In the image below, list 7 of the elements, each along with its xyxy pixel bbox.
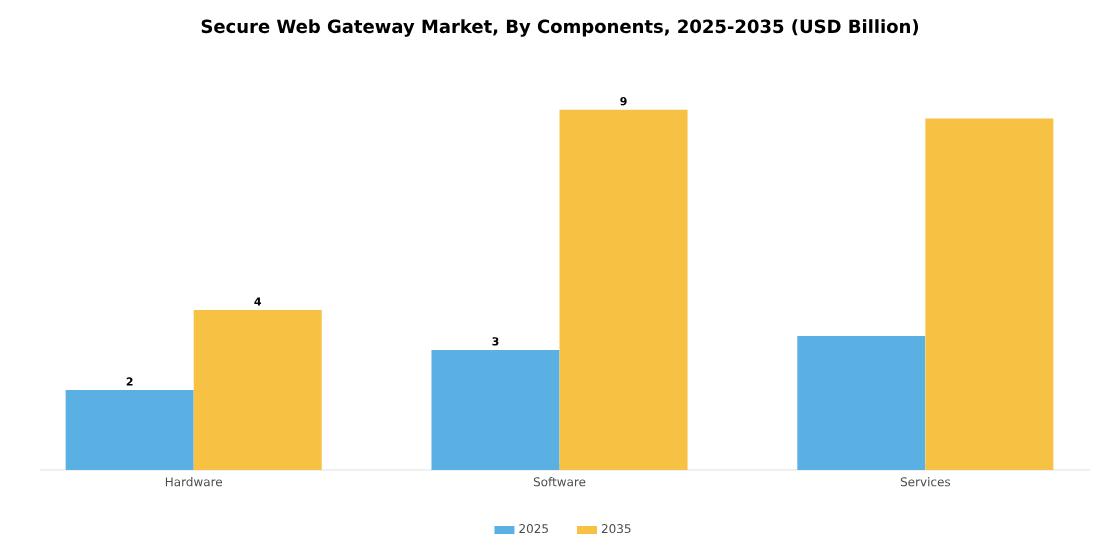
bar xyxy=(193,309,322,470)
bar xyxy=(797,335,926,470)
bar xyxy=(925,118,1054,470)
bar xyxy=(559,109,688,470)
bar xyxy=(65,389,194,470)
bar xyxy=(431,349,560,470)
chart-title: Secure Web Gateway Market, By Components, 2025-2035 (USD Billion) xyxy=(201,19,919,37)
